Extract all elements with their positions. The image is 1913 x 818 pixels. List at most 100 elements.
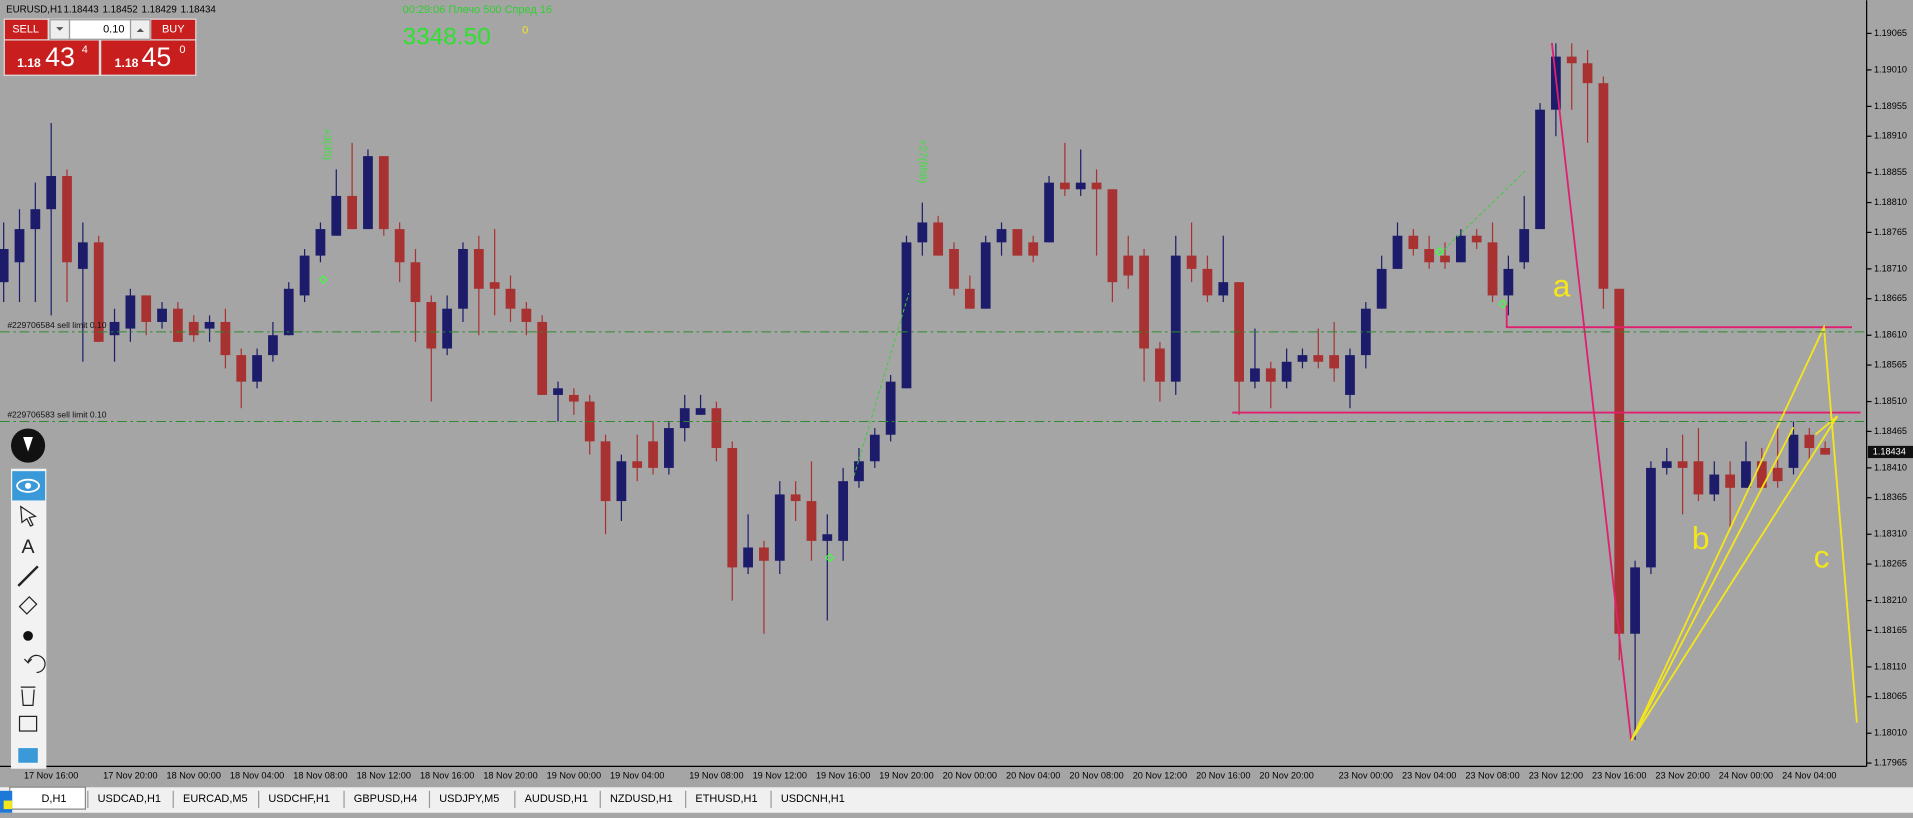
tool-line[interactable] <box>17 565 39 587</box>
y-tick-label: 1.19065 <box>1874 28 1907 38</box>
trade-panel: SELL 0.10 BUY 1.18 43 4 1.18 45 0 <box>3 18 197 76</box>
candle-body <box>600 441 611 502</box>
candle-body <box>1646 467 1656 568</box>
candle-body <box>1661 461 1672 468</box>
candle-body <box>743 547 753 568</box>
order-label: #229706584 sell limit 0.10 <box>7 320 106 330</box>
candle-body <box>1614 288 1625 634</box>
x-tick-label: 18 Nov 00:00 <box>167 771 221 781</box>
candle-body <box>315 229 326 256</box>
toolbar-bg <box>10 468 47 769</box>
y-tick-label: 1.18910 <box>1874 131 1907 141</box>
candle-body <box>1582 63 1593 84</box>
candle-body <box>1218 282 1229 296</box>
x-tick-label: 23 Nov 12:00 <box>1529 771 1583 781</box>
candle-body <box>363 156 373 230</box>
y-tick-label: 1.17965 <box>1874 758 1907 768</box>
tool-undo[interactable] <box>23 654 46 674</box>
tool-eraser[interactable] <box>18 595 38 615</box>
candle-body <box>838 481 849 541</box>
y-tick-label: 1.18855 <box>1874 167 1907 177</box>
candle-body <box>442 308 453 349</box>
candle-body <box>679 408 690 429</box>
axis-strip <box>0 768 1913 788</box>
candle-body <box>568 394 579 402</box>
sell-button[interactable] <box>4 19 48 40</box>
ohlc-open: 1.18443 <box>63 5 98 16</box>
y-tick-label: 1.18565 <box>1874 359 1907 369</box>
lot-value: 0.10 <box>103 23 124 35</box>
tool-delete[interactable] <box>20 686 36 707</box>
drawings <box>318 42 1861 742</box>
candle-body <box>204 321 215 329</box>
counter: 0 <box>522 25 528 37</box>
x-tick-label: 18 Nov 12:00 <box>357 771 411 781</box>
candle-body <box>1756 461 1767 488</box>
ask-point: 0 <box>179 44 185 56</box>
candle-body <box>711 408 722 448</box>
y-tick-label: 1.18465 <box>1874 426 1907 436</box>
candle-body <box>1376 268 1387 309</box>
candle-body <box>157 308 167 322</box>
x-tick-label: 24 Nov 04:00 <box>1782 771 1836 781</box>
y-tick-label: 1.18265 <box>1874 559 1907 569</box>
candle-body <box>14 229 25 263</box>
bid-box[interactable] <box>4 40 99 75</box>
x-tick-label: 24 Nov 00:00 <box>1719 771 1773 781</box>
tool-template[interactable] <box>18 715 38 732</box>
tool-text[interactable]: A <box>22 536 35 558</box>
x-tick-label: 23 Nov 08:00 <box>1465 771 1519 781</box>
candle-body <box>93 242 104 342</box>
candle-body <box>268 335 278 356</box>
x-tick-label: 23 Nov 04:00 <box>1402 771 1456 781</box>
candle-body <box>1012 229 1023 256</box>
ask-big: 1.18 <box>115 56 139 70</box>
candle-body <box>1075 182 1086 190</box>
x-tick-label: 20 Nov 16:00 <box>1196 771 1250 781</box>
y-tick-label: 1.18210 <box>1874 595 1907 605</box>
candle-body <box>426 302 437 349</box>
y-tick-label: 1.18765 <box>1874 227 1907 237</box>
candle-body <box>854 461 864 482</box>
candle-body <box>917 222 928 243</box>
candle-body <box>822 534 833 541</box>
ask-box[interactable] <box>101 40 196 75</box>
candle-body <box>331 195 342 236</box>
candle-body <box>236 355 247 382</box>
x-tick-label: 20 Nov 12:00 <box>1133 771 1187 781</box>
candle-body <box>1598 83 1609 289</box>
candle-body <box>141 295 152 322</box>
x-tick-label: 18 Nov 16:00 <box>420 771 474 781</box>
candle-body <box>996 229 1007 243</box>
candle-body <box>1440 255 1450 263</box>
ask-pips: 45 <box>142 42 172 72</box>
x-tick-label: 18 Nov 04:00 <box>230 771 284 781</box>
y-tick-label: 1.18955 <box>1874 101 1907 111</box>
trade-profit: +27(858) <box>916 139 928 183</box>
candle-body <box>521 308 532 322</box>
tool-screenshot[interactable] <box>18 748 38 763</box>
tool-dot[interactable] <box>23 630 33 641</box>
candle-body <box>220 321 231 356</box>
tool-cursor[interactable] <box>20 505 37 527</box>
wave-label: a <box>1553 268 1571 304</box>
x-tick-label: 18 Nov 08:00 <box>293 771 347 781</box>
candle-body <box>1186 255 1197 269</box>
candle-body <box>869 434 880 462</box>
candle-body <box>1471 235 1482 243</box>
trade-arrow <box>318 247 1508 563</box>
tabs: D,H1 USDCAD,H1 EURCAD,M5 USDCHF,H1 GBPUSD,H4… <box>41 790 845 808</box>
candle-body <box>1503 268 1514 296</box>
y-tick-label: 1.18810 <box>1874 197 1907 207</box>
x-tick-label: 19 Nov 12:00 <box>753 771 807 781</box>
tab-label: ETHUSD,H1 <box>695 793 757 805</box>
buy-button[interactable] <box>151 19 196 40</box>
x-tick-label: 20 Nov 00:00 <box>943 771 997 781</box>
candle-body <box>283 288 294 336</box>
last-price-label: 1.18434 <box>1873 446 1906 456</box>
y-tick-label: 1.18710 <box>1874 263 1907 273</box>
tab-label: NZDUSD,H1 <box>610 793 673 805</box>
candle-body <box>759 547 769 561</box>
bid-pips: 43 <box>45 42 75 72</box>
